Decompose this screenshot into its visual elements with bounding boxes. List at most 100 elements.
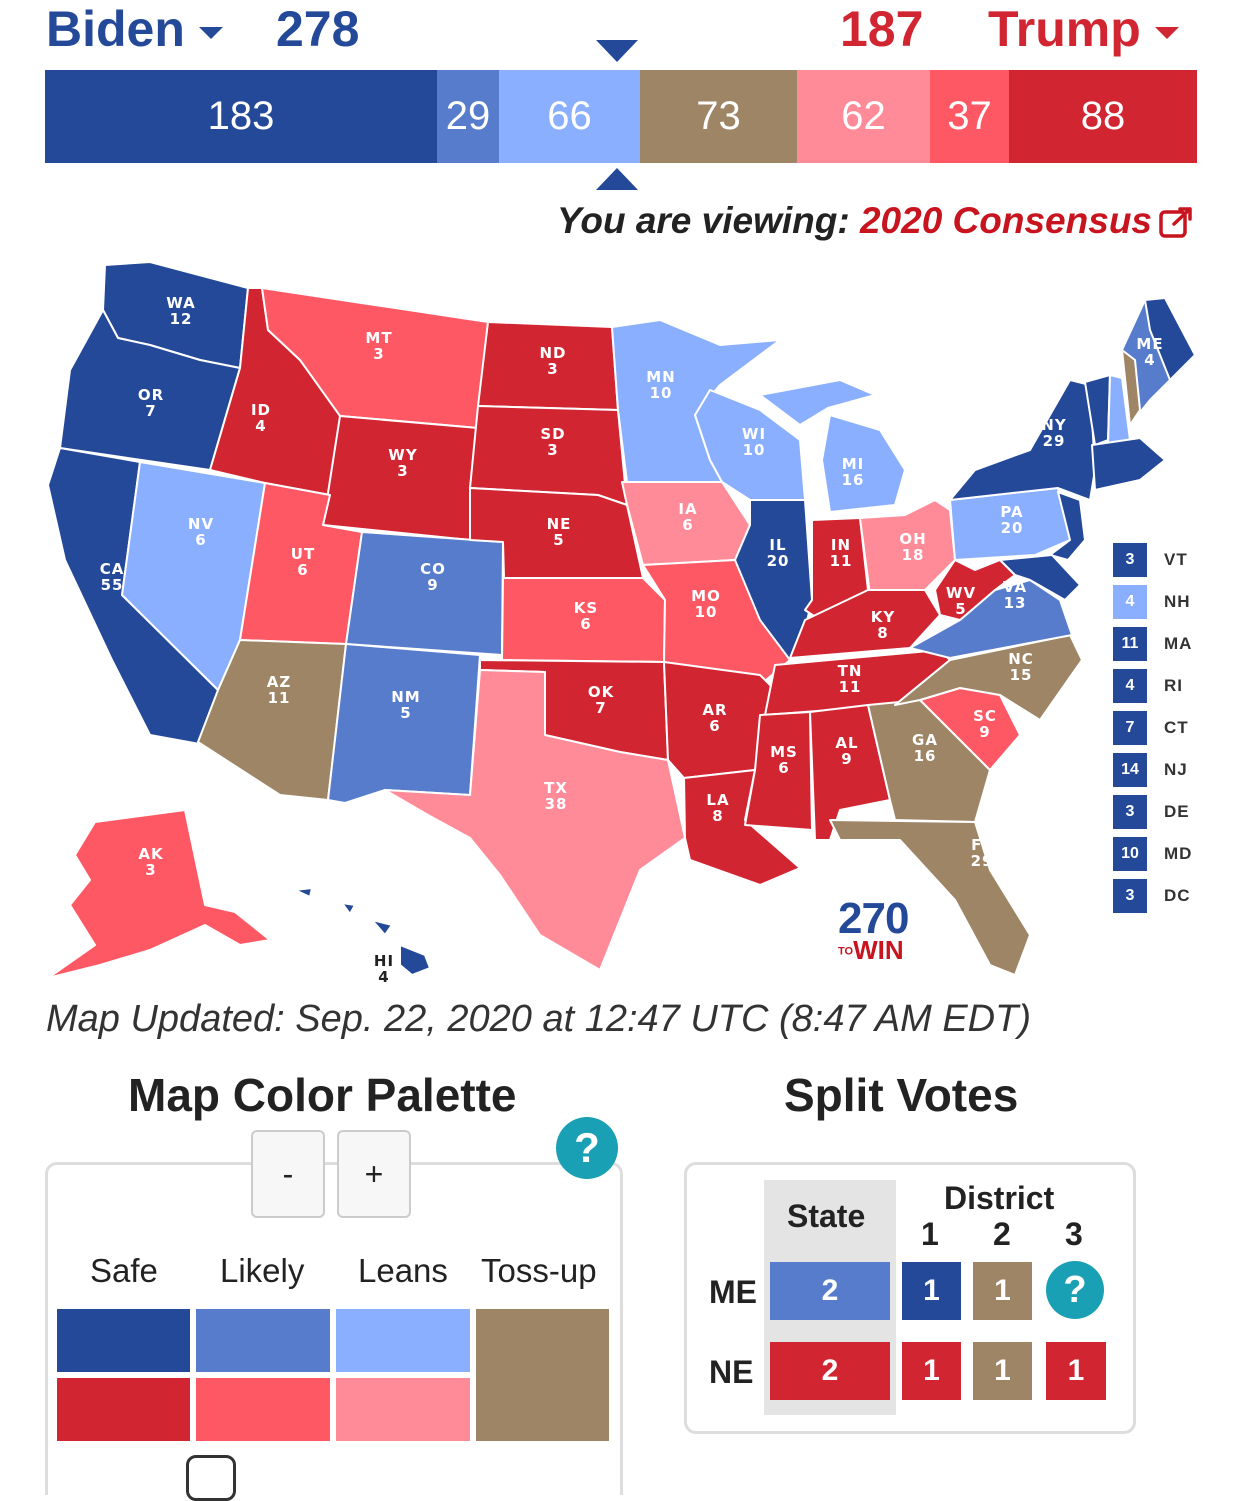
small-state-row[interactable]: 11 MA (1113, 623, 1192, 665)
bar-segment-likely-dem[interactable]: 29 (437, 70, 499, 163)
state-ak[interactable] (47, 809, 271, 979)
state-label: KS (574, 599, 598, 617)
me-row-label: ME (709, 1274, 757, 1310)
state-label: GA (912, 731, 938, 749)
swatch-safe-dem[interactable] (57, 1309, 190, 1372)
state-label: IL (769, 536, 786, 554)
me-district-2[interactable]: 1 (973, 1262, 1032, 1320)
small-state-row[interactable]: 3 DC (1113, 875, 1192, 917)
swatch-safe-rep[interactable] (57, 1378, 190, 1441)
state-label: ID (251, 401, 271, 419)
small-state-abbr: CT (1164, 718, 1189, 737)
swatch-tossup[interactable] (476, 1309, 609, 1441)
ne-district-3[interactable]: 1 (1046, 1342, 1106, 1400)
swatch-likely-dem[interactable] (196, 1309, 330, 1372)
state-ny[interactable] (949, 379, 1096, 501)
state-label: NV (188, 515, 214, 533)
svg-text:NV6: NV 6 (188, 515, 214, 549)
270towin-logo[interactable]: 270 TOWIN (838, 897, 909, 964)
small-state-row[interactable]: 14 NJ (1113, 749, 1192, 791)
bar-segment-likely-rep[interactable]: 37 (930, 70, 1009, 163)
district-3-header: 3 (1065, 1216, 1083, 1252)
palette-label-safe: Safe (90, 1252, 158, 1289)
state-label: IA (678, 500, 697, 518)
state-mi-up[interactable] (759, 379, 876, 426)
state-ev: 5 (553, 531, 564, 549)
state-label: SD (540, 425, 565, 443)
state-label: TN (838, 662, 863, 680)
state-co[interactable] (345, 531, 504, 656)
me-district-1[interactable]: 1 (902, 1262, 961, 1320)
small-state-ev: 3 (1113, 795, 1147, 829)
small-state-row[interactable]: 4 NH (1113, 581, 1192, 623)
ne-state-votes[interactable]: 2 (770, 1342, 890, 1400)
split-votes-title: Split Votes (784, 1069, 1019, 1121)
bar-segment-safe-rep[interactable]: 88 (1009, 70, 1197, 163)
small-state-row[interactable]: 4 RI (1113, 665, 1192, 707)
state-ev: 3 (397, 462, 408, 480)
svg-text:UT6: UT 6 (291, 545, 315, 579)
state-me-d2b[interactable] (1121, 349, 1141, 426)
state-ma-ri-ct[interactable] (1091, 437, 1166, 491)
svg-text:HI4: HI 4 (374, 952, 394, 986)
state-ev: 4 (1144, 351, 1155, 369)
state-label: NM (391, 688, 420, 706)
swatch-leans-dem[interactable] (336, 1309, 470, 1372)
small-state-row[interactable]: 3 DE (1113, 791, 1192, 833)
swatch-leans-rep[interactable] (336, 1378, 470, 1441)
palette-plus-button[interactable]: + (337, 1130, 411, 1218)
bar-segment-leans-rep[interactable]: 62 (797, 70, 930, 163)
svg-text:OR7: OR 7 (138, 386, 164, 420)
small-state-abbr: RI (1164, 676, 1183, 695)
swatch-likely-rep[interactable] (196, 1378, 330, 1441)
me-state-votes[interactable]: 2 (770, 1262, 890, 1320)
state-ev: 3 (547, 441, 558, 459)
state-ev: 5 (400, 704, 411, 722)
state-nj[interactable] (1049, 491, 1086, 561)
bar-segment-safe-dem[interactable]: 183 (45, 70, 437, 163)
state-ev: 10 (650, 384, 673, 402)
ne-district-2[interactable]: 1 (973, 1342, 1032, 1400)
state-hi[interactable] (294, 887, 431, 976)
state-ev: 11 (830, 552, 853, 570)
state-label: WA (166, 294, 195, 312)
dem-candidate-name: Biden (46, 1, 185, 57)
state-fl[interactable] (829, 819, 1031, 976)
svg-text:SC9: SC 9 (973, 707, 997, 741)
bar-segment-tossup[interactable]: 73 (640, 70, 797, 163)
state-mi[interactable] (821, 414, 906, 513)
rep-candidate-selector[interactable]: Trump (988, 0, 1179, 58)
ne-row-label: NE (709, 1354, 754, 1390)
small-state-row[interactable]: 10 MD (1113, 833, 1192, 875)
map-name-link[interactable]: 2020 Consensus (859, 200, 1152, 241)
state-tx[interactable] (384, 669, 686, 971)
ne-district-1[interactable]: 1 (902, 1342, 961, 1400)
state-me-d2[interactable] (1144, 297, 1196, 381)
dem-candidate-selector[interactable]: Biden (46, 0, 223, 58)
state-ev: 29 (1043, 432, 1066, 450)
small-states-list: 3 VT 4 NH 11 MA 4 RI 7 CT 14 NJ 3 DE 10 MD 3 DC (1113, 539, 1192, 917)
palette-checkbox[interactable] (186, 1455, 236, 1501)
small-state-row[interactable]: 3 VT (1113, 539, 1192, 581)
small-state-row[interactable]: 7 CT (1113, 707, 1192, 749)
state-il[interactable] (734, 499, 813, 661)
state-ev: 4 (378, 968, 389, 986)
state-label: TX (544, 779, 568, 797)
state-nm[interactable] (327, 643, 481, 804)
state-ev: 6 (778, 759, 789, 777)
state-label: IN (831, 536, 851, 554)
svg-text:KY8: KY 8 (871, 608, 896, 642)
state-label: MI (842, 455, 865, 473)
bar-value: 62 (841, 94, 886, 138)
palette-minus-button[interactable]: - (251, 1130, 325, 1218)
me-district-3-help-icon[interactable]: ? (1046, 1261, 1104, 1319)
state-md-de[interactable] (999, 554, 1081, 601)
palette-help-icon[interactable]: ? (556, 1117, 618, 1179)
bar-segment-leans-dem[interactable]: 66 (499, 70, 640, 163)
external-link-icon[interactable] (1158, 206, 1194, 240)
state-ms[interactable] (744, 711, 813, 831)
district-header: District (944, 1180, 1055, 1216)
state-nc[interactable] (894, 634, 1083, 721)
